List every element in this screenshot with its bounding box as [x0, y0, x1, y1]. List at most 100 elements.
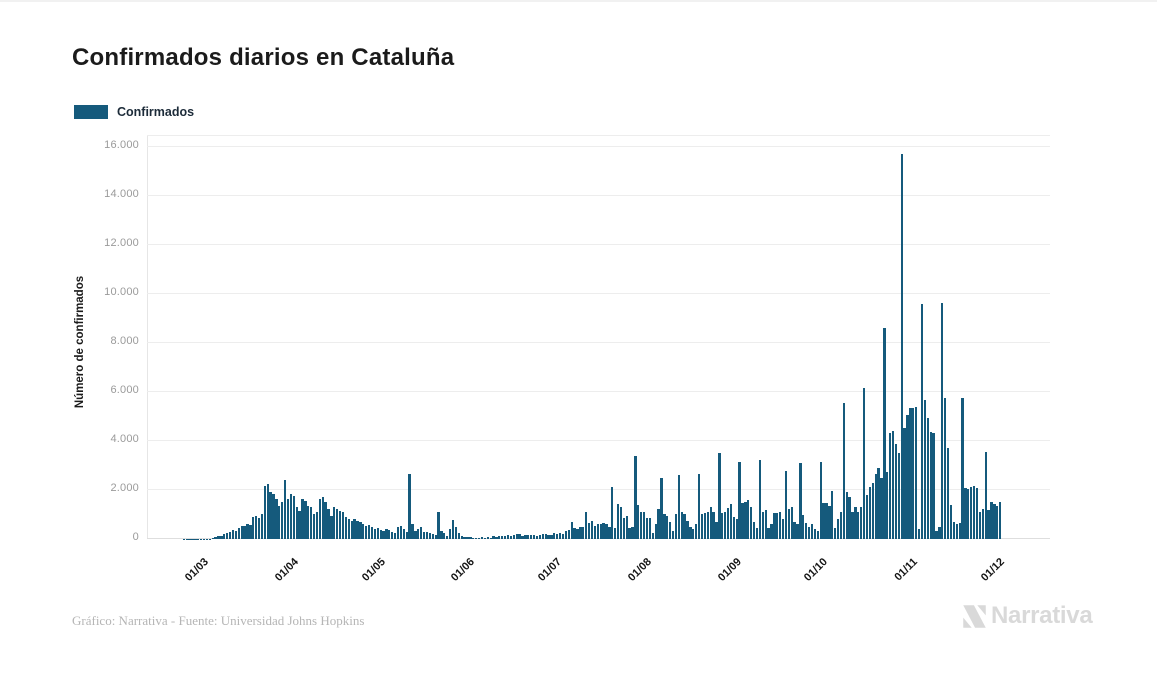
bar[interactable]	[810, 524, 814, 539]
bar[interactable]	[506, 535, 510, 539]
bar[interactable]	[208, 538, 211, 539]
bar[interactable]	[567, 529, 570, 539]
bar[interactable]	[909, 408, 912, 539]
bar[interactable]	[512, 535, 515, 539]
bar[interactable]	[200, 538, 203, 539]
bar[interactable]	[518, 534, 521, 539]
bar[interactable]	[860, 506, 863, 539]
bar[interactable]	[223, 534, 226, 539]
bar[interactable]	[243, 526, 246, 539]
bar[interactable]	[431, 534, 434, 539]
bar[interactable]	[750, 506, 753, 539]
bar[interactable]	[260, 514, 264, 539]
bar[interactable]	[874, 474, 877, 539]
bar[interactable]	[654, 524, 657, 539]
bar[interactable]	[605, 524, 608, 539]
bar[interactable]	[651, 533, 654, 539]
bar[interactable]	[338, 510, 342, 539]
bar[interactable]	[182, 538, 185, 539]
bar[interactable]	[509, 535, 513, 539]
bar[interactable]	[984, 452, 987, 539]
bar[interactable]	[428, 533, 431, 539]
bar[interactable]	[886, 472, 889, 539]
bar[interactable]	[448, 529, 452, 539]
bar[interactable]	[532, 534, 536, 539]
bar[interactable]	[521, 535, 524, 539]
bar[interactable]	[721, 513, 724, 539]
bar[interactable]	[787, 509, 790, 539]
bar[interactable]	[425, 532, 429, 539]
bar[interactable]	[915, 406, 918, 539]
bar[interactable]	[281, 502, 284, 539]
bar[interactable]	[599, 524, 602, 539]
bar[interactable]	[205, 538, 209, 539]
bar[interactable]	[784, 471, 788, 539]
bar[interactable]	[926, 418, 929, 539]
bar[interactable]	[726, 508, 730, 539]
bar[interactable]	[724, 512, 727, 539]
bar[interactable]	[900, 154, 903, 539]
bar[interactable]	[310, 507, 313, 539]
bar[interactable]	[686, 520, 689, 539]
bar[interactable]	[396, 527, 400, 539]
bar[interactable]	[865, 495, 869, 539]
bar[interactable]	[350, 520, 353, 539]
bar[interactable]	[854, 506, 857, 539]
bar[interactable]	[674, 514, 678, 539]
bar[interactable]	[466, 537, 469, 539]
bar[interactable]	[941, 302, 944, 539]
bar[interactable]	[975, 487, 979, 539]
bar[interactable]	[527, 534, 530, 539]
bar[interactable]	[741, 503, 744, 539]
bar[interactable]	[486, 537, 489, 539]
bar[interactable]	[463, 536, 466, 539]
bar[interactable]	[477, 537, 481, 539]
bar[interactable]	[564, 530, 568, 539]
bar[interactable]	[211, 538, 214, 539]
bar[interactable]	[883, 327, 886, 539]
bar[interactable]	[671, 530, 675, 539]
bar[interactable]	[981, 508, 984, 539]
bar[interactable]	[443, 533, 446, 539]
bar[interactable]	[938, 526, 941, 539]
bar[interactable]	[669, 522, 672, 539]
bar[interactable]	[634, 455, 637, 539]
bar[interactable]	[214, 537, 217, 539]
bar[interactable]	[234, 530, 238, 539]
bar[interactable]	[324, 502, 327, 539]
bar[interactable]	[825, 503, 828, 539]
bar[interactable]	[451, 520, 455, 539]
bar[interactable]	[628, 528, 631, 539]
bar[interactable]	[978, 511, 982, 539]
bar[interactable]	[489, 537, 492, 539]
bar[interactable]	[796, 524, 799, 539]
bar[interactable]	[327, 508, 330, 539]
bar[interactable]	[454, 527, 458, 539]
bar[interactable]	[677, 475, 680, 539]
bar[interactable]	[446, 535, 449, 539]
bar[interactable]	[793, 522, 796, 539]
bar[interactable]	[292, 495, 295, 539]
bar[interactable]	[891, 431, 895, 539]
bar[interactable]	[240, 525, 243, 539]
bar[interactable]	[917, 528, 921, 539]
bar[interactable]	[217, 536, 220, 539]
bar[interactable]	[697, 474, 701, 539]
bar[interactable]	[587, 523, 591, 539]
bar[interactable]	[197, 538, 200, 539]
bar[interactable]	[524, 535, 527, 539]
bar[interactable]	[944, 397, 947, 539]
bar[interactable]	[249, 525, 252, 539]
bar[interactable]	[972, 485, 976, 539]
bar[interactable]	[836, 519, 840, 539]
bar[interactable]	[399, 525, 403, 539]
bar[interactable]	[185, 538, 188, 539]
bar[interactable]	[318, 499, 321, 539]
bar[interactable]	[889, 433, 892, 539]
bar[interactable]	[515, 533, 518, 539]
bar[interactable]	[194, 538, 197, 539]
bar[interactable]	[237, 527, 240, 539]
bar[interactable]	[356, 520, 359, 539]
bar[interactable]	[252, 517, 255, 539]
bar[interactable]	[596, 524, 599, 539]
